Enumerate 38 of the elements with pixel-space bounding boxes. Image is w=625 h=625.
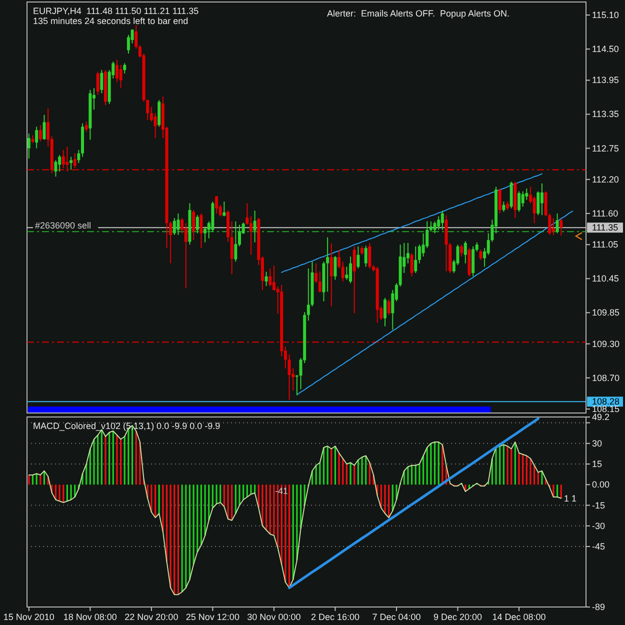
y-tick-label: 15 [592,459,602,470]
ref-line-label: 108.28 [592,396,620,407]
y-tick-label: 113.95 [592,75,619,86]
x-tick-label: 14 Dec 08:00 [492,612,546,622]
y-tick-label: -30 [592,520,606,531]
y-tick-label: 49.2 [592,412,610,422]
y-tick-label: 108.70 [592,372,620,383]
y-tick-label: 115.10 [592,10,619,20]
x-tick-label: 7 Dec 04:00 [372,612,421,622]
ref-line-label: #2636090 sell [35,220,92,231]
y-tick-label: -89 [592,602,606,612]
x-tick-label: 18 Nov 08:00 [63,612,117,622]
text: 135 minutes 24 seconds left to bar end [33,16,188,26]
y-tick-label: 109.30 [592,338,620,349]
y-tick-label: 111.05 [592,240,618,250]
y-tick-label: 30 [592,438,602,448]
y-tick-label: 109.85 [592,308,620,318]
x-tick-label: 15 Nov 2010 [3,612,54,622]
x-tick-label: 9 Dec 20:00 [433,612,482,622]
x-tick-label: 22 Nov 20:00 [124,612,178,622]
text: EURJPY,H4 111.48 111.50 111.21 111.35 [33,6,199,16]
y-tick-label: 112.20 [592,174,619,184]
y-tick-label: -15 [592,500,606,510]
text: MACD_Colored_v102 (5,13,1) 0.0 -9.9 0.0 -9.9 [33,421,220,431]
x-tick-label: 25 Nov 12:00 [186,612,240,622]
x-tick-label: 30 Nov 00:00 [247,612,301,622]
y-tick-label: 114.50 [592,44,619,54]
annotation: 1 1 [564,494,577,504]
ref-line-label: 111.35 [592,222,618,233]
y-tick-label: 110.45 [592,274,619,284]
y-tick-label: 113.35 [592,109,619,120]
y-tick-label: -45 [592,542,606,552]
y-tick-label: 112.75 [592,143,619,154]
x-tick-label: 2 Dec 16:00 [310,612,360,622]
y-tick-label: 111.60 [592,208,618,218]
y-tick-label: 0.00 [592,480,610,490]
annotation: Alerter: Emails Alerts OFF. Popup Alerts ON. [327,8,510,18]
y-tick-label: 108.15 [592,404,620,414]
